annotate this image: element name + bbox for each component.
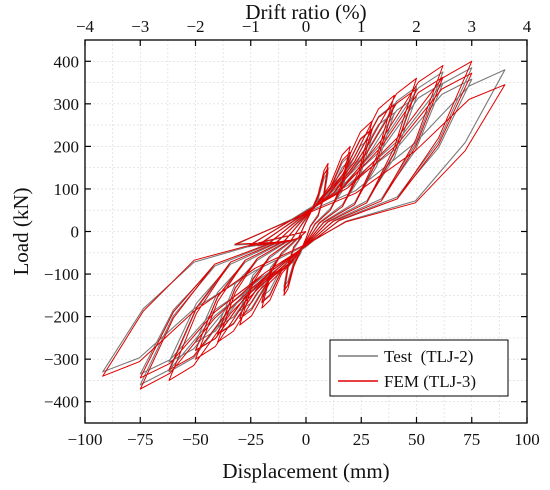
x2-tick-label: −2: [186, 17, 204, 36]
y-tick-label: 200: [54, 137, 80, 156]
y-tick-label: −100: [44, 265, 79, 284]
y-tick-label: −200: [44, 308, 79, 327]
legend: Test (TLJ-2) FEM (TLJ-3): [329, 339, 509, 397]
x2-tick-label: 1: [357, 17, 366, 36]
y-tick-label: −400: [44, 393, 79, 412]
x-tick-label: −25: [237, 430, 264, 449]
legend-entry-test: Test (TLJ-2): [384, 347, 473, 366]
x2-tick-label: 4: [523, 17, 532, 36]
x2-tick-label: 3: [468, 17, 477, 36]
x2-tick-label: 2: [412, 17, 421, 36]
y-tick-label: 0: [71, 223, 80, 242]
x-tick-label: 0: [302, 430, 311, 449]
y-tick-label: −300: [44, 350, 79, 369]
x-tick-label: −100: [67, 430, 102, 449]
y-tick-label: 300: [54, 95, 80, 114]
series-fem-curve: [102, 60, 506, 390]
x-tick-label: 50: [408, 430, 425, 449]
x-tick-label: −75: [127, 430, 154, 449]
x2-axis-label: Drift ratio (%): [245, 0, 366, 24]
x2-tick-label: 0: [302, 17, 311, 36]
legend-box: [329, 339, 509, 397]
x2-tick-label: −1: [242, 17, 260, 36]
x-tick-label: 75: [463, 430, 480, 449]
x2-tick-label: −4: [76, 17, 95, 36]
y-tick-label: 400: [54, 52, 80, 71]
x-tick-label: −50: [182, 430, 209, 449]
legend-entry-fem: FEM (TLJ-3): [384, 372, 476, 391]
series-layer: [102, 60, 506, 390]
x-tick-label: 100: [514, 430, 540, 449]
x-tick-label: 25: [353, 430, 370, 449]
ticks: −100 −75 −50 −25 0 25 50 75 100 −4 −3 −2 −1 0 1 2 3 4 −400…: [44, 17, 540, 449]
x-axis-label: Displacement (mm): [222, 459, 389, 483]
grid: [84, 39, 528, 424]
y-axis-label: Load (kN): [9, 187, 33, 275]
x2-tick-label: −3: [131, 17, 149, 36]
y-tick-label: 100: [54, 180, 80, 199]
